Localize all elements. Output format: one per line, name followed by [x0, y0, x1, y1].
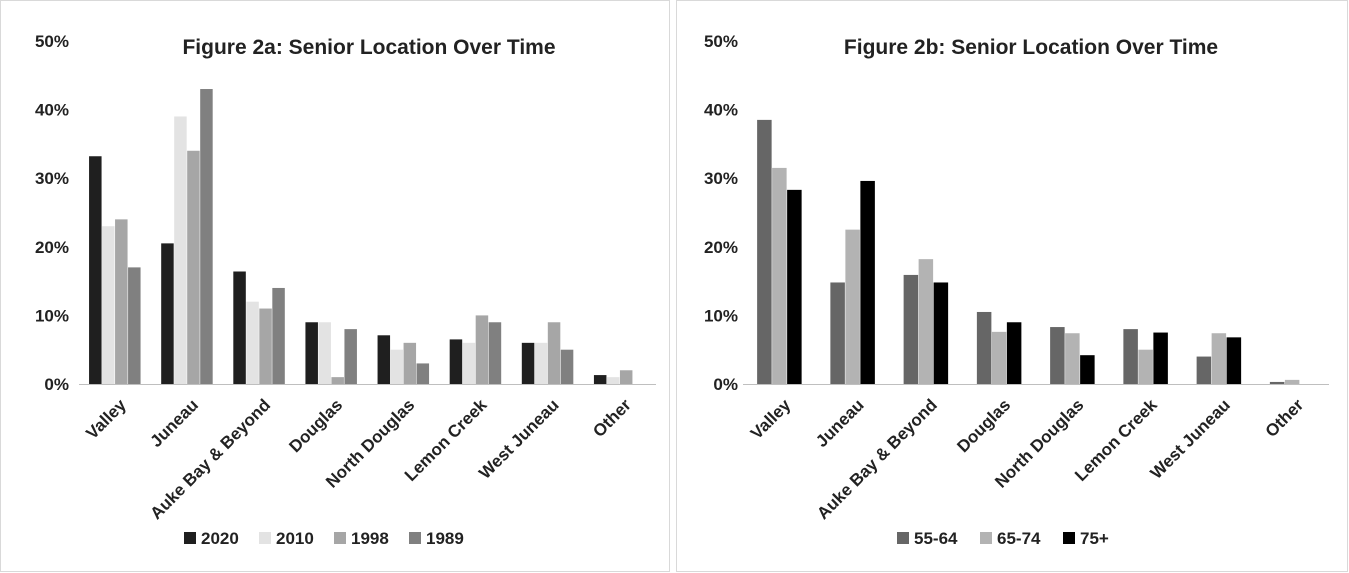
- bar-75-north-douglas: [1080, 355, 1095, 384]
- y-tick-label: 20%: [704, 238, 738, 257]
- legend-label-55-64: 55-64: [914, 529, 958, 548]
- bar-65-74-other: [1284, 379, 1300, 384]
- bar-2010-north-douglas: [390, 349, 404, 384]
- bar-55-64-valley: [757, 119, 772, 384]
- bar-75-juneau: [860, 180, 875, 384]
- legend-label-2010: 2010: [276, 529, 314, 548]
- legend-swatch-65-74: [980, 532, 992, 544]
- bar-75-west-juneau: [1226, 337, 1242, 384]
- bar-1998-other: [619, 370, 633, 384]
- chart-2b: Figure 2b: Senior Location Over Time 0% 10…: [704, 32, 1329, 548]
- bar-65-74-auke-bay-and-beyond: [918, 259, 934, 384]
- legend-label-1998: 1998: [351, 529, 389, 548]
- bar-1989-valley: [128, 267, 141, 384]
- bar-75-auke-bay-and-beyond: [933, 282, 949, 384]
- x-tick-label-auke-bay-and-beyond: Auke Bay & Beyond: [813, 395, 941, 523]
- bar-65-74-north-douglas: [1065, 333, 1080, 384]
- y-tick-label: 0%: [713, 375, 738, 394]
- bar-1998-west-juneau: [547, 322, 561, 384]
- y-tick-label: 50%: [35, 32, 69, 51]
- y-tick-label: 10%: [704, 306, 738, 325]
- bar-2020-other: [593, 375, 607, 384]
- chart-title: Figure 2a: Senior Location Over Time: [182, 36, 555, 59]
- bar-55-64-west-juneau: [1196, 356, 1212, 384]
- bar-2010-juneau: [174, 116, 187, 385]
- bar-1998-auke-bay-and-beyond: [259, 308, 272, 384]
- bar-2010-valley: [102, 226, 115, 384]
- y-tick-label: 10%: [35, 306, 69, 325]
- legend-swatch-75: [1063, 532, 1075, 544]
- bar-65-74-lemon-creek: [1138, 349, 1153, 384]
- x-tick-label-douglas: Douglas: [285, 395, 346, 456]
- bar-1998-douglas: [331, 377, 344, 384]
- legend-swatch-1989: [409, 532, 421, 544]
- bar-2020-north-douglas: [377, 335, 391, 384]
- bar-1989-west-juneau: [560, 349, 574, 384]
- bar-2020-auke-bay-and-beyond: [233, 271, 246, 384]
- bar-55-64-juneau: [830, 282, 845, 384]
- bar-2010-auke-bay-and-beyond: [246, 301, 259, 384]
- bar-2020-douglas: [305, 322, 318, 384]
- bar-55-64-lemon-creek: [1123, 329, 1138, 384]
- legend-swatch-1998: [334, 532, 346, 544]
- bar-1989-north-douglas: [416, 363, 430, 384]
- y-tick-label: 40%: [35, 101, 69, 120]
- legend-label-1989: 1989: [426, 529, 464, 548]
- bar-65-74-juneau: [845, 229, 860, 384]
- x-tick-label-valley: Valley: [82, 395, 130, 443]
- bar-75-lemon-creek: [1153, 332, 1168, 384]
- bar-1989-lemon-creek: [488, 322, 502, 384]
- bar-2010-lemon-creek: [462, 342, 476, 384]
- bar-55-64-auke-bay-and-beyond: [903, 274, 919, 384]
- bar-1998-north-douglas: [403, 342, 417, 384]
- bar-2010-douglas: [318, 322, 331, 384]
- bar-65-74-valley: [772, 167, 787, 384]
- chart-panel-2b: Figure 2b: Senior Location Over Time 0% 10…: [676, 0, 1348, 572]
- y-tick-label: 20%: [35, 238, 69, 257]
- x-tick-label-other: Other: [589, 395, 635, 441]
- bar-1989-auke-bay-and-beyond: [272, 287, 285, 384]
- legend-label-2020: 2020: [201, 529, 239, 548]
- y-tick-label: 30%: [704, 169, 738, 188]
- bar-2020-lemon-creek: [449, 339, 463, 384]
- bar-1998-juneau: [187, 150, 200, 384]
- chart-panel-2a: Figure 2a: Senior Location Over Time 0% 10…: [0, 0, 670, 572]
- legend-swatch-2020: [184, 532, 196, 544]
- bar-2010-west-juneau: [534, 342, 548, 384]
- x-tick-label-other: Other: [1262, 395, 1308, 441]
- bar-75-valley: [787, 189, 802, 384]
- bar-1998-valley: [115, 219, 128, 384]
- y-tick-label: 50%: [704, 32, 738, 51]
- x-tick-label-juneau: Juneau: [812, 395, 868, 451]
- x-tick-label-douglas: Douglas: [953, 395, 1014, 456]
- bar-2010-other: [606, 377, 620, 384]
- legend-label-65-74: 65-74: [997, 529, 1041, 548]
- bar-75-douglas: [1006, 322, 1022, 384]
- x-tick-label-valley: Valley: [747, 395, 795, 443]
- y-tick-label: 30%: [35, 169, 69, 188]
- legend-swatch-2010: [259, 532, 271, 544]
- bar-55-64-north-douglas: [1050, 327, 1065, 384]
- bar-55-64-other: [1269, 381, 1285, 384]
- bar-65-74-douglas: [991, 331, 1007, 384]
- bar-1989-juneau: [200, 89, 213, 385]
- bar-2020-west-juneau: [521, 342, 535, 384]
- bar-1989-douglas: [344, 329, 357, 384]
- bar-1998-lemon-creek: [475, 315, 489, 384]
- bar-65-74-west-juneau: [1211, 333, 1227, 384]
- bar-55-64-douglas: [976, 311, 992, 384]
- chart-2a: Figure 2a: Senior Location Over Time 0% 10…: [35, 32, 656, 548]
- bar-2020-valley: [89, 156, 102, 384]
- x-tick-label-juneau: Juneau: [146, 395, 202, 451]
- y-tick-label: 40%: [704, 101, 738, 120]
- legend-label-75: 75+: [1080, 529, 1109, 548]
- bar-2020-juneau: [161, 243, 174, 384]
- x-tick-label-auke-bay-and-beyond: Auke Bay & Beyond: [146, 395, 274, 523]
- chart-title: Figure 2b: Senior Location Over Time: [844, 36, 1218, 59]
- legend-swatch-55-64: [897, 532, 909, 544]
- y-tick-label: 0%: [44, 375, 69, 394]
